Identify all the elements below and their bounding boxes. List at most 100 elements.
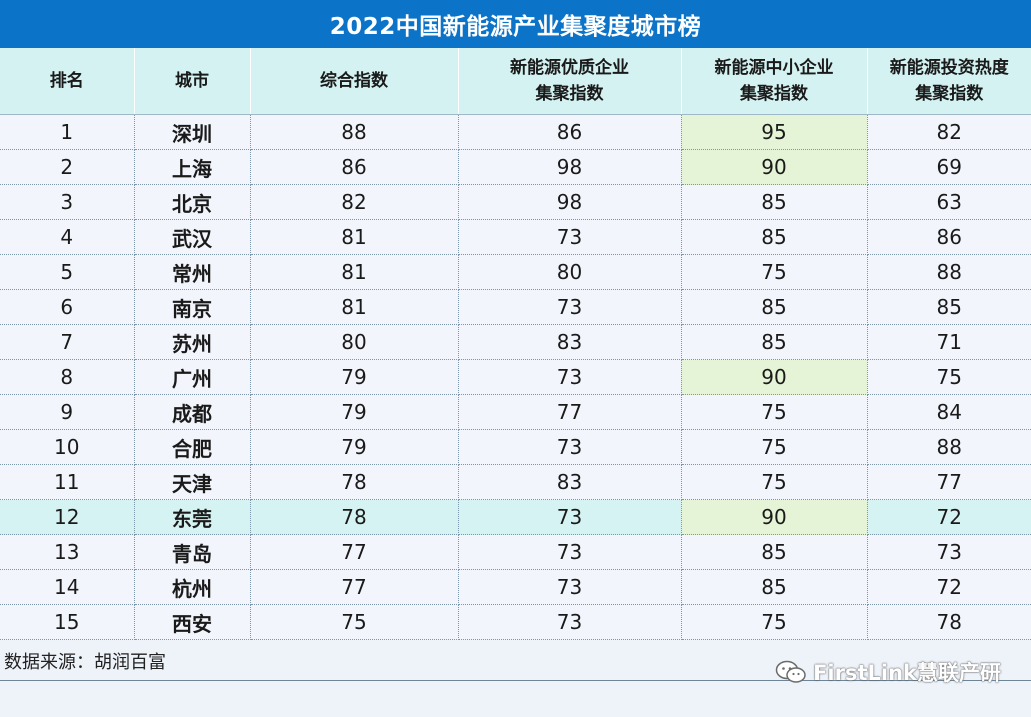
header-sme-line2: 集聚指数 [740, 84, 808, 104]
city-cell: 成都 [134, 394, 251, 430]
composite-cell: 75 [250, 604, 459, 640]
sme-cell: 75 [681, 429, 868, 465]
rank-cell: 15 [0, 604, 135, 640]
sme-cell: 90 [681, 149, 868, 185]
quality-cell: 73 [458, 359, 682, 395]
sme-cell: 90 [681, 499, 868, 535]
sme-cell: 85 [681, 219, 868, 255]
table-row: 5 常州 81 80 75 88 [0, 254, 1031, 290]
sme-cell: 85 [681, 569, 868, 605]
quality-cell: 73 [458, 569, 682, 605]
header-quality-line1: 新能源优质企业 [510, 58, 629, 78]
invest-cell: 88 [867, 254, 1031, 290]
composite-cell: 81 [250, 254, 459, 290]
city-cell: 深圳 [134, 114, 251, 150]
quality-cell: 86 [458, 114, 682, 150]
rank-cell: 1 [0, 114, 135, 150]
rank-cell: 6 [0, 289, 135, 325]
composite-cell: 78 [250, 464, 459, 500]
rank-cell: 12 [0, 499, 135, 535]
composite-cell: 79 [250, 394, 459, 430]
rank-cell: 5 [0, 254, 135, 290]
table-row: 8 广州 79 73 90 75 [0, 359, 1031, 395]
invest-cell: 84 [867, 394, 1031, 430]
rank-cell: 2 [0, 149, 135, 185]
header-city: 城市 [134, 48, 251, 115]
city-cell: 广州 [134, 359, 251, 395]
table-row: 15 西安 75 73 75 78 [0, 604, 1031, 640]
quality-cell: 77 [458, 394, 682, 430]
sme-cell: 95 [681, 114, 868, 150]
quality-cell: 73 [458, 499, 682, 535]
composite-cell: 78 [250, 499, 459, 535]
rank-cell: 11 [0, 464, 135, 500]
rank-cell: 14 [0, 569, 135, 605]
quality-cell: 80 [458, 254, 682, 290]
invest-cell: 78 [867, 604, 1031, 640]
invest-cell: 85 [867, 289, 1031, 325]
footer-divider [0, 680, 1031, 681]
quality-cell: 98 [458, 184, 682, 220]
invest-cell: 88 [867, 429, 1031, 465]
table-title: 2022中国新能源产业集聚度城市榜 [0, 0, 1031, 48]
table-row: 1 深圳 88 86 95 82 [0, 114, 1031, 150]
invest-cell: 69 [867, 149, 1031, 185]
city-cell: 杭州 [134, 569, 251, 605]
table-row: 7 苏州 80 83 85 71 [0, 324, 1031, 360]
city-cell: 东莞 [134, 499, 251, 535]
quality-cell: 83 [458, 324, 682, 360]
sme-cell: 75 [681, 394, 868, 430]
invest-cell: 63 [867, 184, 1031, 220]
header-sme-index: 新能源中小企业 集聚指数 [681, 48, 868, 115]
sme-cell: 85 [681, 289, 868, 325]
quality-cell: 73 [458, 534, 682, 570]
city-cell: 南京 [134, 289, 251, 325]
header-rank: 排名 [0, 48, 135, 115]
rank-cell: 13 [0, 534, 135, 570]
city-cell: 合肥 [134, 429, 251, 465]
invest-cell: 77 [867, 464, 1031, 500]
header-quality-enterprise-index: 新能源优质企业 集聚指数 [458, 48, 682, 115]
table-row: 3 北京 82 98 85 63 [0, 184, 1031, 220]
city-cell: 常州 [134, 254, 251, 290]
wechat-icon [775, 660, 806, 683]
table-row: 9 成都 79 77 75 84 [0, 394, 1031, 430]
quality-cell: 73 [458, 429, 682, 465]
watermark: FirstLink慧联产研 [775, 657, 1001, 687]
quality-cell: 73 [458, 219, 682, 255]
table-row-highlighted: 12 东莞 78 73 90 72 [0, 499, 1031, 535]
composite-cell: 79 [250, 429, 459, 465]
table-row: 14 杭州 77 73 85 72 [0, 569, 1031, 605]
composite-cell: 80 [250, 324, 459, 360]
invest-cell: 72 [867, 569, 1031, 605]
rank-cell: 10 [0, 429, 135, 465]
city-cell: 青岛 [134, 534, 251, 570]
data-source-note: 数据来源：胡润百富 [4, 652, 166, 673]
sme-cell: 85 [681, 534, 868, 570]
sme-cell: 90 [681, 359, 868, 395]
composite-cell: 86 [250, 149, 459, 185]
rank-cell: 4 [0, 219, 135, 255]
quality-cell: 73 [458, 604, 682, 640]
header-composite-index: 综合指数 [250, 48, 459, 115]
invest-cell: 71 [867, 324, 1031, 360]
sme-cell: 75 [681, 604, 868, 640]
table-row: 2 上海 86 98 90 69 [0, 149, 1031, 185]
sme-cell: 85 [681, 184, 868, 220]
watermark-text: FirstLink慧联产研 [813, 661, 1001, 685]
city-cell: 天津 [134, 464, 251, 500]
composite-cell: 79 [250, 359, 459, 395]
composite-cell: 81 [250, 289, 459, 325]
city-cell: 武汉 [134, 219, 251, 255]
invest-cell: 86 [867, 219, 1031, 255]
sme-cell: 75 [681, 254, 868, 290]
invest-cell: 73 [867, 534, 1031, 570]
header-sme-line1: 新能源中小企业 [714, 58, 834, 78]
table-row: 10 合肥 79 73 75 88 [0, 429, 1031, 465]
invest-cell: 82 [867, 114, 1031, 150]
quality-cell: 73 [458, 289, 682, 325]
header-investment-index: 新能源投资热度 集聚指数 [867, 48, 1031, 115]
invest-cell: 72 [867, 499, 1031, 535]
composite-cell: 82 [250, 184, 459, 220]
table-row: 4 武汉 81 73 85 86 [0, 219, 1031, 255]
